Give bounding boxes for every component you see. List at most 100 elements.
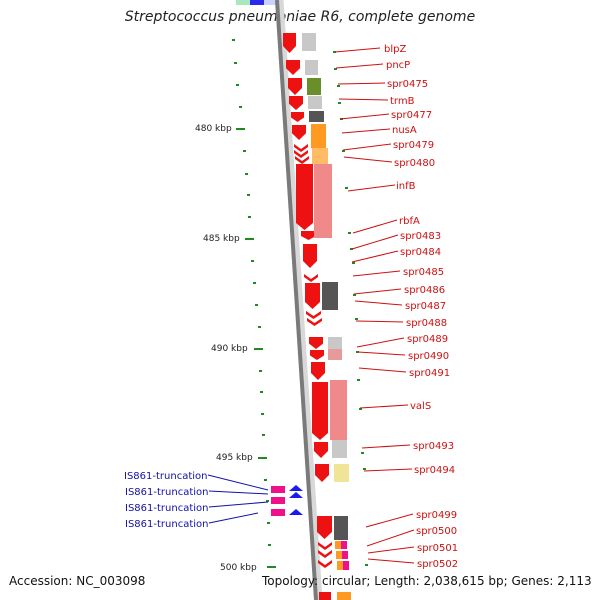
gene-arrow (312, 382, 328, 440)
tick-mark (232, 39, 235, 41)
is-label[interactable]: IS861-truncation (125, 519, 208, 530)
kbp-label-495: 495 kbp (216, 453, 253, 463)
tick-mark (245, 173, 248, 175)
accession-text: Accession: NC_003098 (9, 574, 146, 588)
tick-mark (258, 457, 267, 459)
gene-arrow (309, 337, 323, 349)
tick-mark (267, 566, 276, 568)
annotation-bar (332, 440, 347, 458)
label-leader-line (339, 113, 390, 120)
gene-label[interactable]: spr0499 (416, 510, 457, 521)
label-leader-line (367, 558, 415, 564)
gene-label[interactable]: spr0477 (391, 110, 432, 121)
gene-label[interactable]: spr0502 (417, 559, 458, 570)
gene-label[interactable]: spr0488 (406, 318, 447, 329)
gene-label[interactable]: blpZ (384, 44, 406, 55)
gene-arrow (310, 350, 324, 360)
gene-label[interactable]: trmB (390, 96, 415, 107)
gene-label[interactable]: spr0485 (403, 267, 444, 278)
tick-mark (255, 304, 258, 306)
gene-arrow (318, 560, 332, 568)
annotation-bar (337, 561, 343, 570)
is-leader-line (208, 490, 269, 495)
tick-mark (266, 500, 269, 502)
label-leader-line (359, 404, 409, 409)
gene-label[interactable]: spr0480 (394, 158, 435, 169)
gene-label[interactable]: infB (396, 181, 416, 192)
is-label[interactable]: IS861-truncation (124, 471, 207, 482)
annotation-bar (328, 349, 342, 360)
is-label[interactable]: IS861-truncation (125, 503, 208, 514)
gene-label[interactable]: spr0486 (404, 285, 445, 296)
tick-mark (259, 370, 262, 372)
label-leader-line (361, 444, 411, 449)
genome-axis (275, 0, 318, 600)
gene-label[interactable]: spr0484 (400, 247, 441, 258)
tick-mark (334, 68, 337, 70)
annotation-bar (342, 551, 348, 559)
label-leader-line (367, 546, 415, 554)
gene-label[interactable]: spr0494 (414, 465, 455, 476)
gene-arrow (301, 231, 316, 240)
label-leader-line (363, 468, 413, 472)
tick-mark (357, 379, 360, 381)
gene-label[interactable]: spr0489 (407, 334, 448, 345)
gene-label[interactable]: spr0479 (393, 140, 434, 151)
label-leader-line (351, 234, 399, 250)
label-leader-line (354, 300, 403, 306)
tick-mark (352, 262, 355, 264)
label-leader-line (334, 47, 381, 53)
gene-label[interactable]: spr0493 (413, 441, 454, 452)
label-leader-line (352, 219, 398, 234)
gene-arrow (288, 78, 302, 95)
label-leader-line (358, 367, 407, 373)
is-element-labels: IS861-truncation IS861-truncation IS861-… (124, 471, 208, 530)
gene-label[interactable]: pncP (386, 60, 410, 71)
gene-label[interactable]: spr0501 (417, 543, 458, 554)
annotation-bar (307, 78, 321, 95)
gene-label[interactable]: spr0491 (409, 368, 450, 379)
genome-axis-shadow (276, 0, 323, 600)
tick-mark (262, 434, 265, 436)
label-leader-line (357, 351, 406, 356)
label-leader-line (352, 270, 401, 277)
is-element-arrow (289, 492, 303, 498)
gene-label[interactable]: spr0475 (387, 79, 428, 90)
gene-label[interactable]: spr0487 (405, 301, 446, 312)
gene-label[interactable]: spr0483 (400, 231, 441, 242)
gene-label[interactable]: spr0490 (408, 351, 449, 362)
gene-label[interactable]: spr0500 (416, 526, 457, 537)
annotation-bar (334, 516, 348, 540)
tick-mark (337, 85, 340, 87)
gene-arrow (311, 362, 325, 380)
label-leader-line (342, 143, 392, 151)
tick-mark (359, 408, 362, 410)
label-leader-line (341, 128, 391, 134)
gene-arrow (296, 164, 313, 230)
tick-mark (345, 187, 348, 189)
annotation-bar (302, 33, 316, 51)
gene-label[interactable]: valS (410, 401, 431, 412)
topology-text: Topology: circular; Length: 2,038,615 bp… (262, 574, 592, 588)
annotation-bar (341, 541, 347, 549)
label-leader-line (353, 288, 402, 295)
is-label[interactable]: IS861-truncation (125, 487, 208, 498)
kbp-label-490: 490 kbp (211, 344, 248, 354)
tick-mark (251, 260, 254, 262)
is-element-arrow (289, 509, 303, 515)
tick-mark (264, 479, 267, 481)
annotation-bar (308, 96, 322, 109)
tick-mark (236, 128, 245, 130)
kbp-labels: 480 kbp 485 kbp 490 kbp 495 kbp 500 kbp (195, 124, 257, 573)
gene-label[interactable]: rbfA (399, 216, 420, 227)
tick-mark (248, 216, 251, 218)
is-element-box (271, 497, 285, 504)
gene-arrow (289, 96, 303, 110)
tick-mark (333, 51, 336, 53)
tick-mark (353, 294, 356, 296)
gene-arrow (291, 112, 304, 122)
gene-arrow (314, 442, 328, 458)
gene-arrow (319, 592, 331, 600)
gene-label[interactable]: nusA (392, 125, 417, 136)
